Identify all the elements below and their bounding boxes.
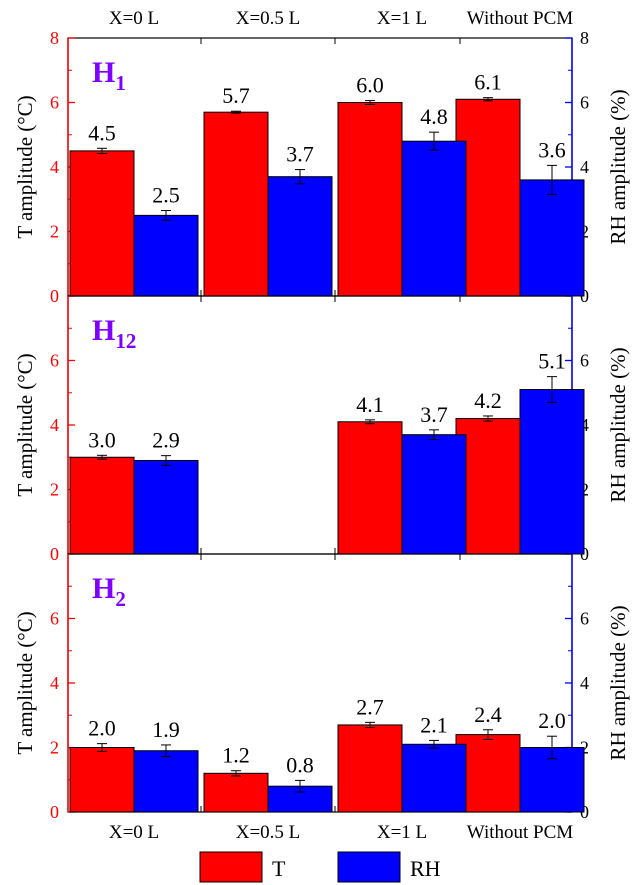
top-category-label: X=0 L <box>109 8 159 29</box>
left-tick-label: 0 <box>50 544 59 564</box>
data-label: 2.5 <box>152 183 180 208</box>
t-bar <box>203 772 269 813</box>
rh-bar <box>133 459 199 555</box>
data-label: 2.7 <box>356 694 384 719</box>
data-label: 6.0 <box>356 73 384 98</box>
right-tick-label: 6 <box>580 93 589 113</box>
data-label: 4.1 <box>356 392 384 417</box>
rh-bar <box>401 743 467 813</box>
panel-3: 02460246T amplitude (°C)RH amplitude (%)… <box>13 553 630 822</box>
right-tick-label: 6 <box>580 609 589 629</box>
data-label: 3.7 <box>420 402 448 427</box>
left-tick-label: 8 <box>50 28 59 48</box>
data-label: 2.4 <box>474 702 502 727</box>
left-axis-title: T amplitude (°C) <box>13 353 37 496</box>
top-category-label: X=0.5 L <box>236 8 301 29</box>
left-axis-title: T amplitude (°C) <box>13 611 37 754</box>
t-bar <box>337 102 403 297</box>
bottom-category-label: X=1 L <box>377 822 427 843</box>
t-bar <box>69 456 135 555</box>
t-bar <box>455 98 521 297</box>
left-tick-label: 6 <box>50 93 59 113</box>
panel-2: 02460246T amplitude (°C)RH amplitude (%)… <box>13 295 630 564</box>
data-label: 2.0 <box>538 708 566 733</box>
left-tick-label: 0 <box>50 286 59 306</box>
left-tick-label: 2 <box>50 222 59 242</box>
data-label: 4.8 <box>420 104 448 129</box>
left-tick-label: 4 <box>50 673 59 693</box>
legend-swatch-rh <box>337 851 401 883</box>
bottom-category-label: Without PCM <box>467 822 573 843</box>
data-label: 0.8 <box>286 752 314 777</box>
data-label: 2.9 <box>152 428 180 453</box>
data-label: 2.1 <box>420 712 448 737</box>
data-label: 3.6 <box>538 137 566 162</box>
rh-bar <box>267 176 333 297</box>
left-axis-title: T amplitude (°C) <box>13 95 37 238</box>
panel-1: 0246802468T amplitude (°C)RH amplitude (… <box>13 28 630 306</box>
data-label: 5.7 <box>222 83 250 108</box>
panel-label: H12 <box>92 314 136 353</box>
top-category-label: Without PCM <box>467 8 573 29</box>
left-tick-label: 2 <box>50 480 59 500</box>
data-label: 4.2 <box>474 388 502 413</box>
t-bar <box>203 111 269 297</box>
rh-bar <box>133 214 199 297</box>
top-category-label: X=1 L <box>377 8 427 29</box>
bottom-category-label: X=0 L <box>109 822 159 843</box>
data-label: 4.5 <box>88 120 116 145</box>
left-tick-label: 6 <box>50 351 59 371</box>
data-label: 3.7 <box>286 142 314 167</box>
left-tick-label: 2 <box>50 738 59 758</box>
data-label: 3.0 <box>88 427 116 452</box>
right-tick-label: 8 <box>580 28 589 48</box>
legend-label-t: T <box>272 856 286 881</box>
rh-bar <box>519 179 585 297</box>
left-tick-label: 4 <box>50 415 59 435</box>
bottom-category-label: X=0.5 L <box>236 822 301 843</box>
t-bar <box>337 421 403 555</box>
rh-bar <box>133 750 199 813</box>
data-label: 5.1 <box>538 349 566 374</box>
left-tick-label: 0 <box>50 802 59 822</box>
right-tick-label: 6 <box>580 351 589 371</box>
t-bar <box>337 724 403 813</box>
right-axis-title: RH amplitude (%) <box>606 347 630 502</box>
legend-swatch-t <box>199 851 263 883</box>
data-label: 2.0 <box>88 716 116 741</box>
panel-label: H1 <box>92 56 126 95</box>
data-label: 1.9 <box>152 717 180 742</box>
panel-label: H2 <box>92 572 126 611</box>
right-tick-label: 4 <box>580 673 589 693</box>
right-axis-title: RH amplitude (%) <box>606 89 630 244</box>
rh-bar <box>519 389 585 555</box>
data-label: 6.1 <box>474 70 502 95</box>
t-bar <box>69 150 135 297</box>
legend: T RH <box>199 851 441 883</box>
left-tick-label: 4 <box>50 157 59 177</box>
right-tick-label: 4 <box>580 157 589 177</box>
left-tick-label: 6 <box>50 609 59 629</box>
data-label: 1.2 <box>222 743 250 768</box>
right-axis-title: RH amplitude (%) <box>606 605 630 760</box>
rh-bar <box>401 434 467 555</box>
t-bar <box>69 747 135 813</box>
legend-label-rh: RH <box>410 856 441 881</box>
rh-bar <box>401 140 467 297</box>
